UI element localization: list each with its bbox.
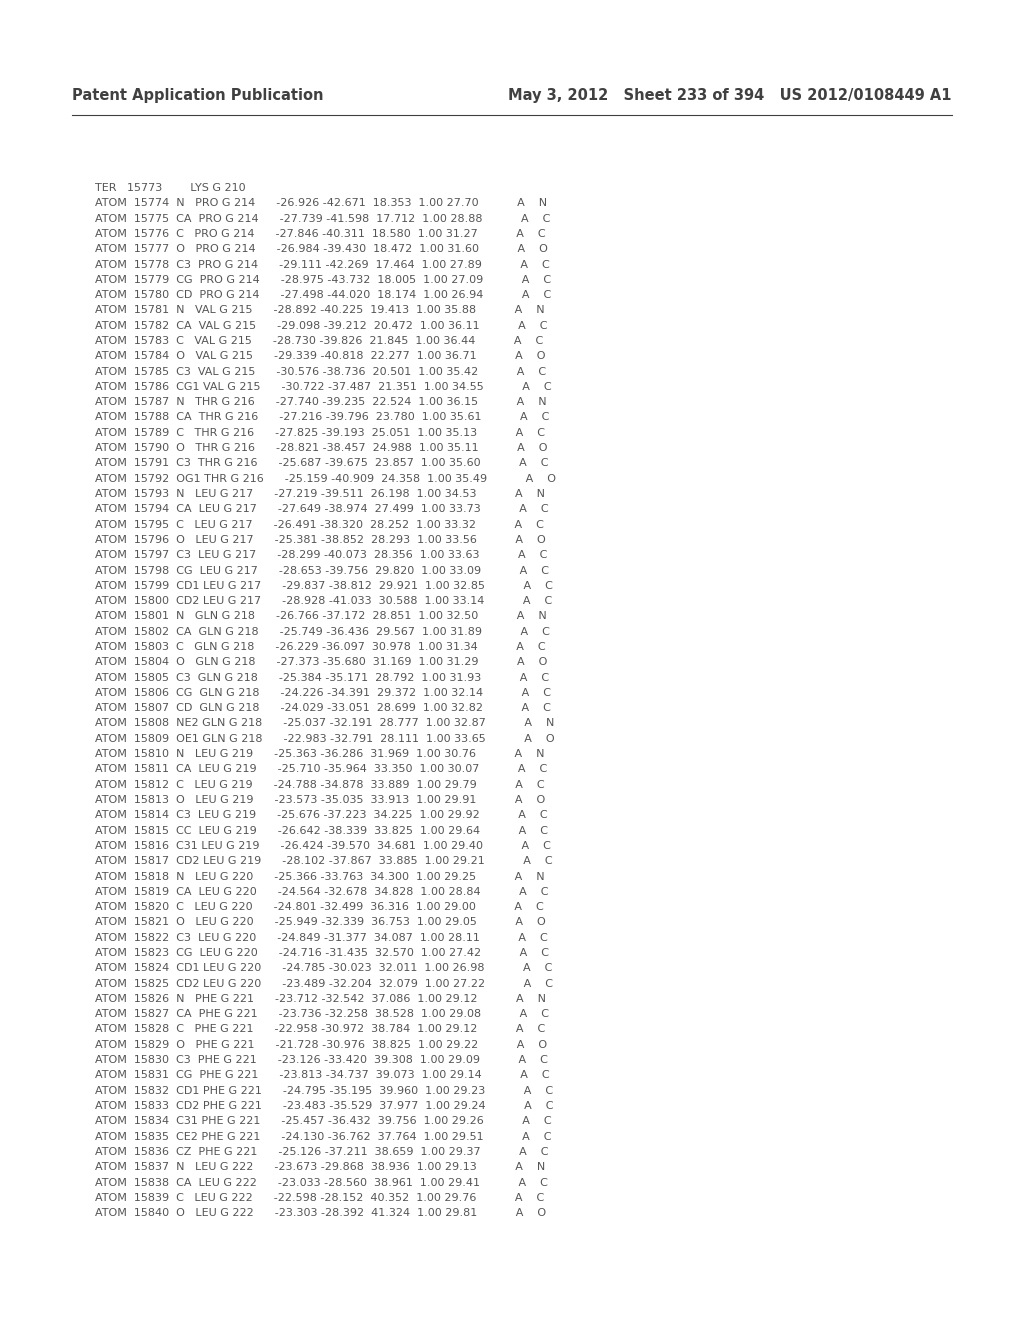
Text: ATOM  15814  C3  LEU G 219      -25.676 -37.223  34.225  1.00 29.92           A : ATOM 15814 C3 LEU G 219 -25.676 -37.223 … <box>95 810 548 820</box>
Text: ATOM  15824  CD1 LEU G 220      -24.785 -30.023  32.011  1.00 26.98           A : ATOM 15824 CD1 LEU G 220 -24.785 -30.023… <box>95 964 552 973</box>
Text: ATOM  15784  O   VAL G 215      -29.339 -40.818  22.277  1.00 36.71           A : ATOM 15784 O VAL G 215 -29.339 -40.818 2… <box>95 351 546 362</box>
Text: ATOM  15779  CG  PRO G 214      -28.975 -43.732  18.005  1.00 27.09           A : ATOM 15779 CG PRO G 214 -28.975 -43.732 … <box>95 275 551 285</box>
Text: ATOM  15808  NE2 GLN G 218      -25.037 -32.191  28.777  1.00 32.87           A : ATOM 15808 NE2 GLN G 218 -25.037 -32.191… <box>95 718 554 729</box>
Text: ATOM  15802  CA  GLN G 218      -25.749 -36.436  29.567  1.00 31.89           A : ATOM 15802 CA GLN G 218 -25.749 -36.436 … <box>95 627 550 636</box>
Text: ATOM  15776  C   PRO G 214      -27.846 -40.311  18.580  1.00 31.27           A : ATOM 15776 C PRO G 214 -27.846 -40.311 1… <box>95 228 546 239</box>
Text: TER   15773        LYS G 210: TER 15773 LYS G 210 <box>95 183 246 193</box>
Text: ATOM  15807  CD  GLN G 218      -24.029 -33.051  28.699  1.00 32.82           A : ATOM 15807 CD GLN G 218 -24.029 -33.051 … <box>95 704 551 713</box>
Text: ATOM  15793  N   LEU G 217      -27.219 -39.511  26.198  1.00 34.53           A : ATOM 15793 N LEU G 217 -27.219 -39.511 2… <box>95 488 545 499</box>
Text: ATOM  15778  C3  PRO G 214      -29.111 -42.269  17.464  1.00 27.89           A : ATOM 15778 C3 PRO G 214 -29.111 -42.269 … <box>95 260 550 269</box>
Text: ATOM  15795  C   LEU G 217      -26.491 -38.320  28.252  1.00 33.32           A : ATOM 15795 C LEU G 217 -26.491 -38.320 2… <box>95 520 544 529</box>
Text: ATOM  15833  CD2 PHE G 221      -23.483 -35.529  37.977  1.00 29.24           A : ATOM 15833 CD2 PHE G 221 -23.483 -35.529… <box>95 1101 554 1111</box>
Text: ATOM  15786  CG1 VAL G 215      -30.722 -37.487  21.351  1.00 34.55           A : ATOM 15786 CG1 VAL G 215 -30.722 -37.487… <box>95 381 552 392</box>
Text: ATOM  15789  C   THR G 216      -27.825 -39.193  25.051  1.00 35.13           A : ATOM 15789 C THR G 216 -27.825 -39.193 2… <box>95 428 545 438</box>
Text: ATOM  15812  C   LEU G 219      -24.788 -34.878  33.889  1.00 29.79           A : ATOM 15812 C LEU G 219 -24.788 -34.878 3… <box>95 780 545 789</box>
Text: ATOM  15831  CG  PHE G 221      -23.813 -34.737  39.073  1.00 29.14           A : ATOM 15831 CG PHE G 221 -23.813 -34.737 … <box>95 1071 550 1080</box>
Text: ATOM  15825  CD2 LEU G 220      -23.489 -32.204  32.079  1.00 27.22           A : ATOM 15825 CD2 LEU G 220 -23.489 -32.204… <box>95 978 553 989</box>
Text: ATOM  15829  O   PHE G 221      -21.728 -30.976  38.825  1.00 29.22           A : ATOM 15829 O PHE G 221 -21.728 -30.976 3… <box>95 1040 547 1049</box>
Text: ATOM  15777  O   PRO G 214      -26.984 -39.430  18.472  1.00 31.60           A : ATOM 15777 O PRO G 214 -26.984 -39.430 1… <box>95 244 548 255</box>
Text: ATOM  15838  CA  LEU G 222      -23.033 -28.560  38.961  1.00 29.41           A : ATOM 15838 CA LEU G 222 -23.033 -28.560 … <box>95 1177 548 1188</box>
Text: ATOM  15803  C   GLN G 218      -26.229 -36.097  30.978  1.00 31.34           A : ATOM 15803 C GLN G 218 -26.229 -36.097 3… <box>95 642 546 652</box>
Text: ATOM  15796  O   LEU G 217      -25.381 -38.852  28.293  1.00 33.56           A : ATOM 15796 O LEU G 217 -25.381 -38.852 2… <box>95 535 546 545</box>
Text: ATOM  15804  O   GLN G 218      -27.373 -35.680  31.169  1.00 31.29           A : ATOM 15804 O GLN G 218 -27.373 -35.680 3… <box>95 657 548 668</box>
Text: ATOM  15797  C3  LEU G 217      -28.299 -40.073  28.356  1.00 33.63           A : ATOM 15797 C3 LEU G 217 -28.299 -40.073 … <box>95 550 548 560</box>
Text: ATOM  15837  N   LEU G 222      -23.673 -29.868  38.936  1.00 29.13           A : ATOM 15837 N LEU G 222 -23.673 -29.868 3… <box>95 1162 545 1172</box>
Text: ATOM  15805  C3  GLN G 218      -25.384 -35.171  28.792  1.00 31.93           A : ATOM 15805 C3 GLN G 218 -25.384 -35.171 … <box>95 673 549 682</box>
Text: ATOM  15785  C3  VAL G 215      -30.576 -38.736  20.501  1.00 35.42           A : ATOM 15785 C3 VAL G 215 -30.576 -38.736 … <box>95 367 546 376</box>
Text: ATOM  15806  CG  GLN G 218      -24.226 -34.391  29.372  1.00 32.14           A : ATOM 15806 CG GLN G 218 -24.226 -34.391 … <box>95 688 551 698</box>
Text: ATOM  15813  O   LEU G 219      -23.573 -35.035  33.913  1.00 29.91           A : ATOM 15813 O LEU G 219 -23.573 -35.035 3… <box>95 795 545 805</box>
Text: ATOM  15783  C   VAL G 215      -28.730 -39.826  21.845  1.00 36.44           A : ATOM 15783 C VAL G 215 -28.730 -39.826 2… <box>95 337 544 346</box>
Text: ATOM  15835  CE2 PHE G 221      -24.130 -36.762  37.764  1.00 29.51           A : ATOM 15835 CE2 PHE G 221 -24.130 -36.762… <box>95 1131 552 1142</box>
Text: ATOM  15780  CD  PRO G 214      -27.498 -44.020  18.174  1.00 26.94           A : ATOM 15780 CD PRO G 214 -27.498 -44.020 … <box>95 290 551 300</box>
Text: ATOM  15810  N   LEU G 219      -25.363 -36.286  31.969  1.00 30.76           A : ATOM 15810 N LEU G 219 -25.363 -36.286 3… <box>95 750 545 759</box>
Text: ATOM  15798  CG  LEU G 217      -28.653 -39.756  29.820  1.00 33.09           A : ATOM 15798 CG LEU G 217 -28.653 -39.756 … <box>95 565 549 576</box>
Text: ATOM  15830  C3  PHE G 221      -23.126 -33.420  39.308  1.00 29.09           A : ATOM 15830 C3 PHE G 221 -23.126 -33.420 … <box>95 1055 548 1065</box>
Text: ATOM  15828  C   PHE G 221      -22.958 -30.972  38.784  1.00 29.12           A : ATOM 15828 C PHE G 221 -22.958 -30.972 3… <box>95 1024 545 1035</box>
Text: ATOM  15839  C   LEU G 222      -22.598 -28.152  40.352  1.00 29.76           A : ATOM 15839 C LEU G 222 -22.598 -28.152 4… <box>95 1193 544 1203</box>
Text: ATOM  15822  C3  LEU G 220      -24.849 -31.377  34.087  1.00 28.11           A : ATOM 15822 C3 LEU G 220 -24.849 -31.377 … <box>95 933 548 942</box>
Text: ATOM  15819  CA  LEU G 220      -24.564 -32.678  34.828  1.00 28.84           A : ATOM 15819 CA LEU G 220 -24.564 -32.678 … <box>95 887 549 896</box>
Text: ATOM  15815  CC  LEU G 219      -26.642 -38.339  33.825  1.00 29.64           A : ATOM 15815 CC LEU G 219 -26.642 -38.339 … <box>95 825 548 836</box>
Text: ATOM  15818  N   LEU G 220      -25.366 -33.763  34.300  1.00 29.25           A : ATOM 15818 N LEU G 220 -25.366 -33.763 3… <box>95 871 545 882</box>
Text: ATOM  15817  CD2 LEU G 219      -28.102 -37.867  33.885  1.00 29.21           A : ATOM 15817 CD2 LEU G 219 -28.102 -37.867… <box>95 857 553 866</box>
Text: ATOM  15821  O   LEU G 220      -25.949 -32.339  36.753  1.00 29.05           A : ATOM 15821 O LEU G 220 -25.949 -32.339 3… <box>95 917 546 928</box>
Text: ATOM  15791  C3  THR G 216      -25.687 -39.675  23.857  1.00 35.60           A : ATOM 15791 C3 THR G 216 -25.687 -39.675 … <box>95 458 549 469</box>
Text: ATOM  15811  CA  LEU G 219      -25.710 -35.964  33.350  1.00 30.07           A : ATOM 15811 CA LEU G 219 -25.710 -35.964 … <box>95 764 547 775</box>
Text: ATOM  15826  N   PHE G 221      -23.712 -32.542  37.086  1.00 29.12           A : ATOM 15826 N PHE G 221 -23.712 -32.542 3… <box>95 994 546 1005</box>
Text: ATOM  15823  CG  LEU G 220      -24.716 -31.435  32.570  1.00 27.42           A : ATOM 15823 CG LEU G 220 -24.716 -31.435 … <box>95 948 549 958</box>
Text: ATOM  15794  CA  LEU G 217      -27.649 -38.974  27.499  1.00 33.73           A : ATOM 15794 CA LEU G 217 -27.649 -38.974 … <box>95 504 549 515</box>
Text: ATOM  15827  CA  PHE G 221      -23.736 -32.258  38.528  1.00 29.08           A : ATOM 15827 CA PHE G 221 -23.736 -32.258 … <box>95 1010 549 1019</box>
Text: ATOM  15782  CA  VAL G 215      -29.098 -39.212  20.472  1.00 36.11           A : ATOM 15782 CA VAL G 215 -29.098 -39.212 … <box>95 321 548 331</box>
Text: ATOM  15790  O   THR G 216      -28.821 -38.457  24.988  1.00 35.11           A : ATOM 15790 O THR G 216 -28.821 -38.457 2… <box>95 444 548 453</box>
Text: ATOM  15774  N   PRO G 214      -26.926 -42.671  18.353  1.00 27.70           A : ATOM 15774 N PRO G 214 -26.926 -42.671 1… <box>95 198 547 209</box>
Text: ATOM  15799  CD1 LEU G 217      -29.837 -38.812  29.921  1.00 32.85           A : ATOM 15799 CD1 LEU G 217 -29.837 -38.812… <box>95 581 553 591</box>
Text: Patent Application Publication: Patent Application Publication <box>72 88 324 103</box>
Text: ATOM  15832  CD1 PHE G 221      -24.795 -35.195  39.960  1.00 29.23           A : ATOM 15832 CD1 PHE G 221 -24.795 -35.195… <box>95 1085 553 1096</box>
Text: May 3, 2012   Sheet 233 of 394   US 2012/0108449 A1: May 3, 2012 Sheet 233 of 394 US 2012/010… <box>509 88 952 103</box>
Text: ATOM  15836  CZ  PHE G 221      -25.126 -37.211  38.659  1.00 29.37           A : ATOM 15836 CZ PHE G 221 -25.126 -37.211 … <box>95 1147 549 1156</box>
Text: ATOM  15781  N   VAL G 215      -28.892 -40.225  19.413  1.00 35.88           A : ATOM 15781 N VAL G 215 -28.892 -40.225 1… <box>95 305 545 315</box>
Text: ATOM  15834  C31 PHE G 221      -25.457 -36.432  39.756  1.00 29.26           A : ATOM 15834 C31 PHE G 221 -25.457 -36.432… <box>95 1117 552 1126</box>
Text: ATOM  15787  N   THR G 216      -27.740 -39.235  22.524  1.00 36.15           A : ATOM 15787 N THR G 216 -27.740 -39.235 2… <box>95 397 547 407</box>
Text: ATOM  15801  N   GLN G 218      -26.766 -37.172  28.851  1.00 32.50           A : ATOM 15801 N GLN G 218 -26.766 -37.172 2… <box>95 611 547 622</box>
Text: ATOM  15775  CA  PRO G 214      -27.739 -41.598  17.712  1.00 28.88           A : ATOM 15775 CA PRO G 214 -27.739 -41.598 … <box>95 214 550 223</box>
Text: ATOM  15816  C31 LEU G 219      -26.424 -39.570  34.681  1.00 29.40           A : ATOM 15816 C31 LEU G 219 -26.424 -39.570… <box>95 841 551 851</box>
Text: ATOM  15800  CD2 LEU G 217      -28.928 -41.033  30.588  1.00 33.14           A : ATOM 15800 CD2 LEU G 217 -28.928 -41.033… <box>95 597 552 606</box>
Text: ATOM  15788  CA  THR G 216      -27.216 -39.796  23.780  1.00 35.61           A : ATOM 15788 CA THR G 216 -27.216 -39.796 … <box>95 412 549 422</box>
Text: ATOM  15820  C   LEU G 220      -24.801 -32.499  36.316  1.00 29.00           A : ATOM 15820 C LEU G 220 -24.801 -32.499 3… <box>95 902 544 912</box>
Text: ATOM  15792  OG1 THR G 216      -25.159 -40.909  24.358  1.00 35.49           A : ATOM 15792 OG1 THR G 216 -25.159 -40.909… <box>95 474 556 483</box>
Text: ATOM  15840  O   LEU G 222      -23.303 -28.392  41.324  1.00 29.81           A : ATOM 15840 O LEU G 222 -23.303 -28.392 4… <box>95 1208 546 1218</box>
Text: ATOM  15809  OE1 GLN G 218      -22.983 -32.791  28.111  1.00 33.65           A : ATOM 15809 OE1 GLN G 218 -22.983 -32.791… <box>95 734 555 743</box>
